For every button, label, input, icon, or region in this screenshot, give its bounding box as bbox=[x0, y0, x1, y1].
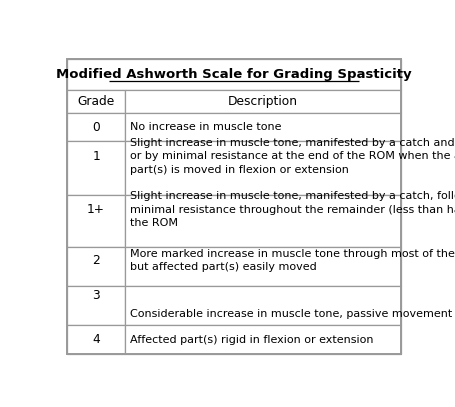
Bar bbox=[125, 141, 399, 195]
Text: 1: 1 bbox=[92, 150, 100, 163]
Text: Considerable increase in muscle tone, passive movement difficult: Considerable increase in muscle tone, pa… bbox=[130, 309, 455, 319]
Text: Grade: Grade bbox=[77, 95, 115, 108]
Bar bbox=[67, 325, 125, 354]
Bar bbox=[125, 325, 399, 354]
Bar bbox=[67, 195, 125, 247]
Bar bbox=[67, 114, 125, 141]
Text: Modified Ashworth Scale for Grading Spasticity: Modified Ashworth Scale for Grading Spas… bbox=[56, 68, 410, 81]
Bar bbox=[125, 114, 399, 141]
Text: 3: 3 bbox=[92, 289, 100, 302]
Text: More marked increase in muscle tone through most of the ROM,
but affected part(s: More marked increase in muscle tone thro… bbox=[130, 249, 455, 272]
Bar bbox=[125, 286, 399, 325]
Bar bbox=[67, 247, 125, 286]
Text: 1+: 1+ bbox=[87, 204, 105, 216]
Bar bbox=[67, 59, 399, 90]
Bar bbox=[125, 247, 399, 286]
Text: Affected part(s) rigid in flexion or extension: Affected part(s) rigid in flexion or ext… bbox=[130, 335, 373, 345]
Text: 2: 2 bbox=[92, 254, 100, 267]
Text: Slight increase in muscle tone, manifested by a catch, followed by
minimal resis: Slight increase in muscle tone, manifest… bbox=[130, 191, 455, 228]
Bar bbox=[67, 90, 125, 114]
Text: 4: 4 bbox=[92, 333, 100, 346]
Text: No increase in muscle tone: No increase in muscle tone bbox=[130, 122, 281, 132]
Bar bbox=[125, 195, 399, 247]
Bar bbox=[125, 90, 399, 114]
Text: Description: Description bbox=[228, 95, 297, 108]
Bar bbox=[67, 141, 125, 195]
Bar bbox=[67, 286, 125, 325]
Text: Slight increase in muscle tone, manifested by a catch and release
or by minimal : Slight increase in muscle tone, manifest… bbox=[130, 138, 455, 175]
Text: 0: 0 bbox=[92, 120, 100, 133]
